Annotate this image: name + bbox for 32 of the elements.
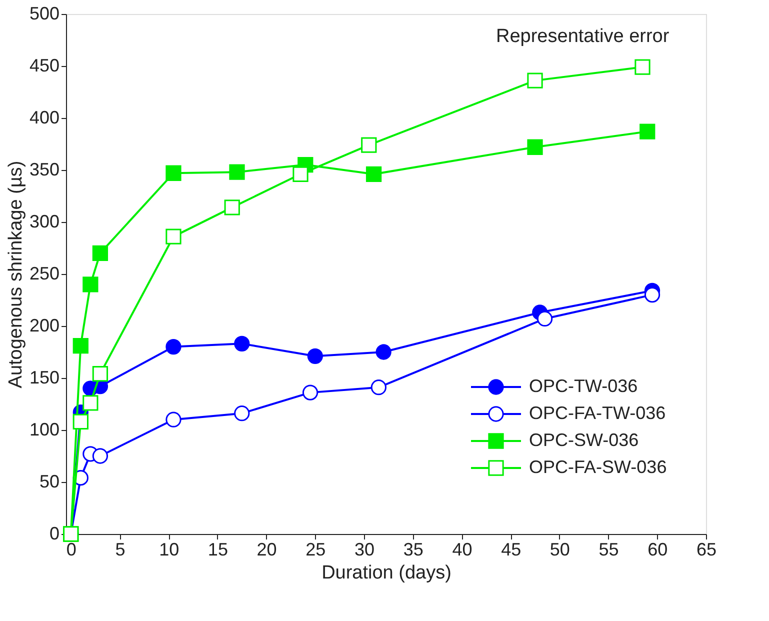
y-tick-label: 100	[29, 420, 60, 440]
y-tick-label: 500	[29, 4, 60, 24]
x-tick-label: 40	[452, 540, 472, 560]
y-axis-title: Autogenous shrinkage (µs)	[5, 160, 26, 388]
legend-label: OPC-FA-TW-036	[529, 403, 666, 423]
legend-label: OPC-FA-SW-036	[529, 457, 667, 477]
y-tick-label: 450	[29, 56, 60, 76]
x-tick-label: 20	[256, 540, 277, 560]
y-tick-label: 250	[29, 264, 60, 284]
y-tick-label: 300	[29, 212, 60, 232]
x-tick-label: 10	[159, 540, 180, 560]
x-tick-label: 60	[648, 540, 668, 560]
y-tick-label: 50	[39, 472, 60, 492]
legend-label: OPC-TW-036	[529, 376, 638, 396]
annotation: Representative error	[496, 26, 670, 47]
y-tick-label: 400	[29, 108, 60, 128]
x-tick-label: 35	[403, 540, 424, 560]
x-tick-label: 45	[501, 540, 522, 560]
y-tick-label: 150	[29, 368, 60, 388]
x-tick-label: 5	[115, 540, 126, 560]
x-tick-label: 15	[208, 540, 228, 560]
x-tick-label: 50	[550, 540, 570, 560]
x-tick-label: 65	[696, 540, 717, 560]
y-tick-label: 200	[29, 316, 60, 336]
x-tick-label: 55	[598, 540, 619, 560]
x-tick-label: 0	[66, 540, 76, 560]
x-tick-label: 25	[306, 540, 326, 560]
x-axis-title: Duration (days)	[322, 562, 452, 584]
y-tick-label: 350	[29, 160, 60, 180]
x-tick-label: 30	[354, 540, 375, 560]
legend-label: OPC-SW-036	[529, 430, 639, 450]
y-tick-label: 0	[49, 524, 60, 544]
